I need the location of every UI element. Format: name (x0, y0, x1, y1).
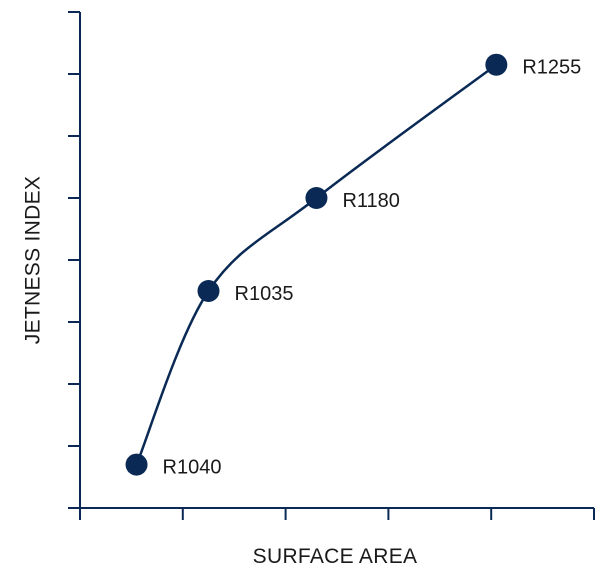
data-label-r1035: R1035 (235, 283, 294, 305)
data-point-r1040 (125, 453, 148, 476)
y-axis-title: JETNESS INDEX (22, 176, 45, 344)
data-label-r1180: R1180 (342, 190, 399, 212)
x-axis-ticks (79, 508, 595, 520)
data-point-r1035 (197, 280, 220, 302)
data-point-r1180 (305, 187, 328, 209)
data-label-r1040: R1040 (163, 457, 222, 479)
points-layer (125, 53, 508, 476)
axes-layer (68, 11, 595, 520)
labels-layer: R1040 R1035 R1180 R1255 (163, 57, 582, 479)
data-point-r1255 (485, 53, 508, 76)
x-axis-title: SURFACE AREA (253, 545, 418, 567)
series-line (135, 63, 498, 466)
y-axis-ticks (68, 11, 80, 509)
data-label-r1255: R1255 (522, 57, 581, 79)
